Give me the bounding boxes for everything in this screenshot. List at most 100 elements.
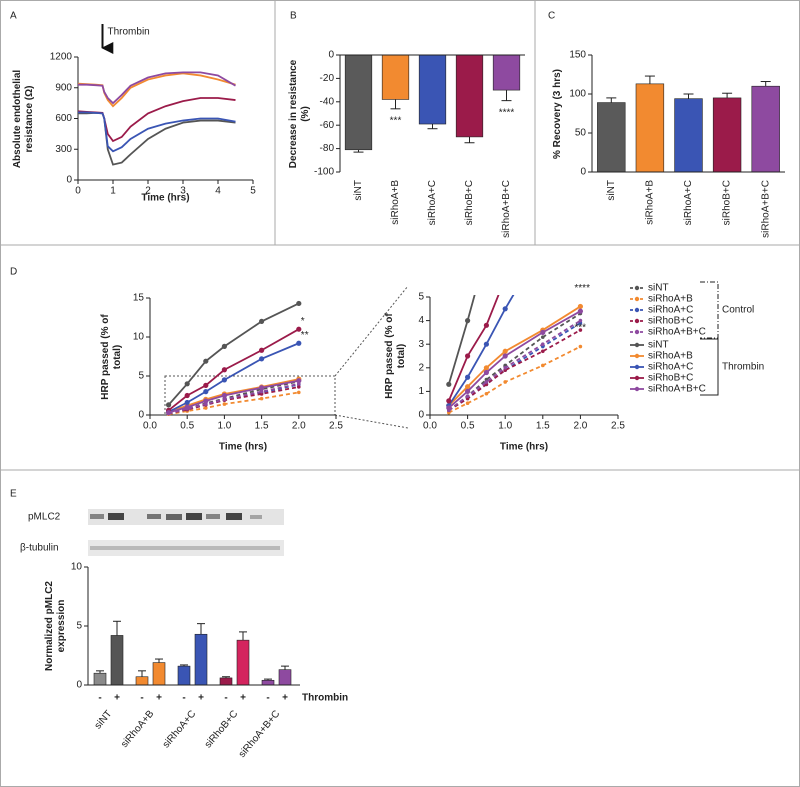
point [296, 378, 302, 384]
y-axis-label: % Recovery (3 hrs) [552, 68, 563, 159]
legend-label: siRhoA+B [648, 294, 693, 305]
y-tick-label: 15 [133, 293, 145, 304]
treatment-label: - [266, 693, 269, 704]
point [221, 343, 227, 349]
x-tick-label: 0.0 [423, 421, 437, 432]
bar [110, 635, 124, 686]
point [578, 195, 583, 200]
point [577, 308, 584, 314]
x-axis-label: Time (hrs) [141, 193, 189, 204]
bar [135, 676, 149, 686]
point [540, 217, 545, 222]
point [297, 385, 301, 389]
treatment-label: - [98, 693, 101, 704]
legend-marker [634, 364, 640, 370]
point [484, 250, 489, 255]
y-tick-label: 50 [575, 128, 587, 139]
y-tick-label: -80 [320, 143, 335, 154]
treatment-label: + [156, 693, 162, 704]
legend-marker [634, 307, 640, 313]
blot-label: pMLC2 [28, 512, 61, 523]
legend-label: siRhoA+B [648, 351, 693, 362]
y-axis-label: Normalized pMLC2 expression [44, 581, 67, 672]
y-tick-label: 0 [76, 680, 82, 691]
y-axis-label: HRP passed (% of total) [384, 313, 407, 399]
point [259, 318, 265, 324]
point [483, 369, 489, 376]
treatment-label: + [114, 693, 120, 704]
legend-marker [634, 353, 640, 359]
western-blot [88, 509, 284, 556]
series-line [77, 72, 236, 108]
panel-letter: A [10, 11, 17, 22]
y-axis-label: Absolute endothelial resistance (Ω) [12, 69, 35, 168]
y-tick-label: -100 [314, 167, 334, 178]
y-tick-label: 4 [418, 315, 424, 326]
legend-label: siRhoB+C [648, 316, 693, 327]
series-line [448, 310, 581, 409]
significance: **** [499, 107, 515, 118]
bar [597, 102, 626, 173]
treatment-label: + [240, 693, 246, 704]
point [578, 75, 583, 80]
x-tick-label: 2.5 [611, 421, 625, 432]
point [465, 384, 471, 390]
y-tick-label: 5 [76, 621, 82, 632]
legend-label: siNT [648, 340, 669, 351]
x-tick-label: 2.0 [292, 421, 306, 432]
bar [219, 677, 233, 686]
y-tick-label: 0 [138, 410, 144, 421]
point [184, 392, 190, 399]
panel-letter: B [290, 11, 297, 22]
legend-bracket [700, 338, 719, 396]
y-tick-label: 1200 [50, 52, 73, 63]
point [484, 391, 489, 396]
y-axis-label: HRP passed (% of total) [100, 313, 123, 400]
y-tick-label: 0 [580, 167, 586, 178]
point [222, 397, 227, 402]
y-tick-label: 10 [133, 332, 145, 343]
treatment-label: + [198, 693, 204, 704]
point [483, 341, 489, 347]
bar [278, 669, 292, 686]
point [259, 385, 265, 391]
point [465, 353, 471, 359]
point [166, 410, 172, 416]
point [203, 382, 209, 388]
category-label: siRhoA+B [119, 708, 156, 750]
point [465, 318, 471, 324]
category-label: siNT [93, 709, 115, 732]
y-tick-label: 3 [418, 339, 424, 350]
point [465, 401, 470, 406]
x-axis-label: Time (hrs) [500, 442, 548, 453]
category-label: siNT [606, 180, 617, 201]
y-tick-label: 0 [418, 410, 424, 421]
x-tick-label: 2.5 [329, 421, 343, 432]
series-line [168, 379, 299, 414]
x-axis-label: Thrombin [302, 693, 348, 704]
legend-group: Control [722, 305, 754, 316]
series-line [78, 111, 236, 166]
category-label: siRhoA+C [683, 180, 694, 225]
zoom-guide [164, 285, 409, 429]
category-label: siRhoB+C [722, 180, 733, 225]
category-label: siRhoA+B [645, 180, 656, 225]
bar [194, 633, 208, 686]
point [503, 380, 508, 384]
legend-marker [634, 375, 640, 381]
point [222, 402, 227, 406]
point [578, 328, 583, 332]
x-tick-label: 0.0 [143, 421, 157, 432]
legend-marker [634, 342, 640, 348]
point [578, 318, 583, 323]
annotation-text: Thrombin [108, 27, 150, 38]
zoom-connector [334, 285, 409, 377]
point [259, 356, 265, 362]
series-line [448, 345, 581, 414]
legend-label: siRhoA+B+C [648, 327, 706, 338]
point [203, 358, 209, 364]
point [259, 347, 265, 353]
point [541, 363, 545, 368]
bar [751, 85, 780, 173]
